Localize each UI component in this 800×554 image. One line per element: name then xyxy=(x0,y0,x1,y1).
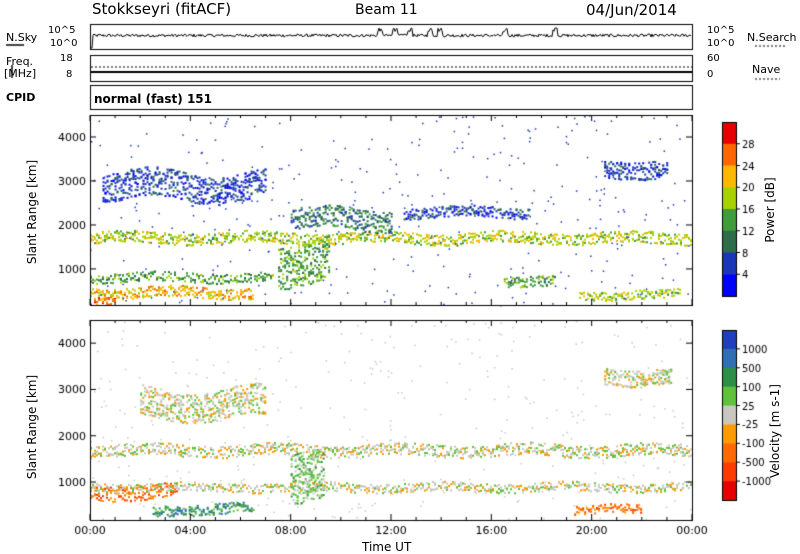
nsearch-label: N.Search xyxy=(747,31,797,44)
nsky-label: N.Sky xyxy=(6,31,38,44)
station-title: Stokkseyri (fitACF) xyxy=(92,0,232,18)
nsearch-tick-low: 10^0 xyxy=(707,38,735,49)
power-colorbar-label: Power [dB] xyxy=(763,177,777,243)
x-axis-label: Time UT xyxy=(362,540,412,554)
nave-tick-low: 0 xyxy=(707,69,714,80)
freq-tick-high: 18 xyxy=(60,53,73,64)
nsky-tick-low: 10^0 xyxy=(50,38,78,49)
nave-tick-high: 60 xyxy=(707,53,720,64)
nsearch-tick-high: 10^5 xyxy=(707,25,735,36)
nave-label: Nave xyxy=(752,63,781,76)
freq-label: Freq. xyxy=(6,55,34,68)
cpid-value: normal (fast) 151 xyxy=(94,92,212,106)
freq-unit-label: [MHz] xyxy=(4,67,37,80)
velocity-ylabel: Slant Range [km] xyxy=(25,374,39,480)
nsky-tick-high: 10^5 xyxy=(48,25,76,36)
power-ylabel: Slant Range [km] xyxy=(25,159,39,265)
velocity-colorbar-label: Velocity [m s-1] xyxy=(768,384,782,478)
freq-tick-low: 8 xyxy=(66,69,73,80)
cpid-label: CPID xyxy=(6,91,36,104)
beam-label: Beam 11 xyxy=(355,2,418,18)
date-label: 04/Jun/2014 xyxy=(586,1,677,19)
